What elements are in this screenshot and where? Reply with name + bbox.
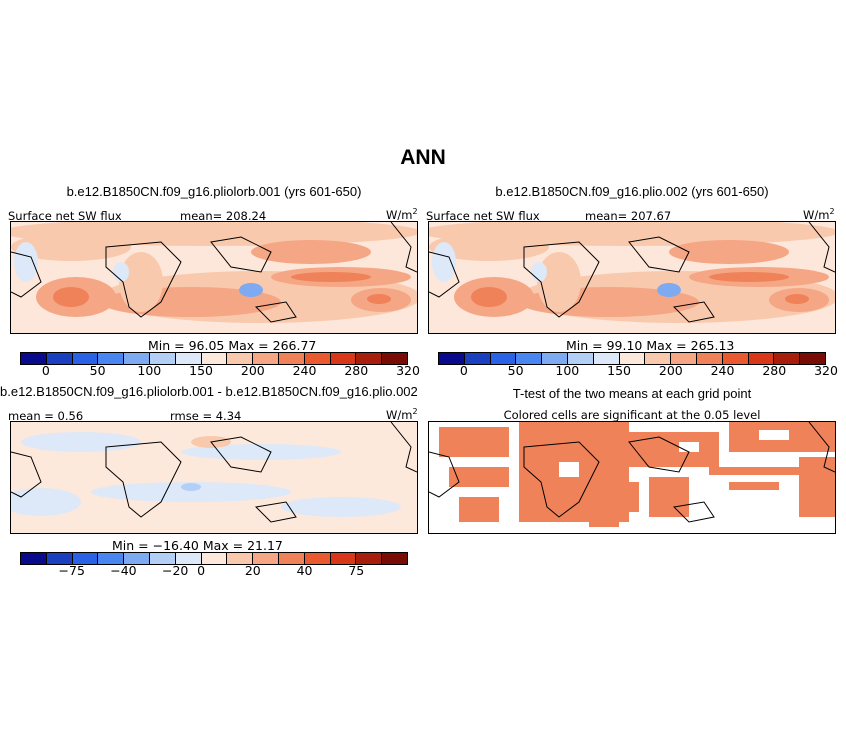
panel3-colorbar-box <box>356 553 383 564</box>
panel1-colorbar <box>20 352 408 365</box>
panel2-colorbar-box <box>516 353 543 364</box>
panel3-mean: mean = 0.56 <box>8 409 84 423</box>
panel3-colorbar-box <box>175 553 202 564</box>
panel3-colorbar-box <box>253 553 279 564</box>
panel1-colorbar-box <box>382 353 407 364</box>
panel3-map <box>10 421 418 534</box>
panel1-colorbar-tick-label: 200 <box>240 363 265 378</box>
panel2-colorbar-labels: 0 50 100 150 200 240 280 320 <box>438 363 838 379</box>
panel2-colorbar-tick-label: 0 <box>459 363 468 378</box>
panel3-colorbar-box <box>98 553 125 564</box>
panel3-colorbar <box>20 552 408 565</box>
panel2-colorbar-tick-label: 50 <box>507 363 524 378</box>
panel3-colorbar-box <box>278 553 305 564</box>
panel2-colorbar-box <box>490 353 517 364</box>
panel1-colorbar-box <box>278 353 305 364</box>
panel2-colorbar-box <box>800 353 825 364</box>
panel2-title: b.e12.B1850CN.f09_g16.plio.002 (yrs 601-… <box>495 184 769 199</box>
panel3-colorbar-box <box>201 553 228 564</box>
panel3-colorbar-box <box>46 553 73 564</box>
panel2-colorbar-box <box>774 353 801 364</box>
panel2-colorbar-box <box>645 353 672 364</box>
panel2-minmax: Min = 99.10 Max = 265.13 <box>566 338 735 353</box>
panel2-variable: Surface net SW flux <box>426 209 540 223</box>
panel1-units: W/m2 <box>386 207 418 222</box>
panel1-colorbar-box <box>330 353 357 364</box>
panel2-colorbar-tick-label: 100 <box>555 363 580 378</box>
panel1-colorbar-box <box>304 353 331 364</box>
panel2-colorbar-box <box>542 353 568 364</box>
panel2-colorbar-tick-label: 150 <box>607 363 631 378</box>
panel2-colorbar-box <box>748 353 775 364</box>
panel2-colorbar-tick-label: 240 <box>710 363 735 378</box>
panel4-title: T-test of the two means at each grid poi… <box>512 386 752 401</box>
panel2-colorbar-tick-label: 200 <box>658 363 683 378</box>
panel1-colorbar-box <box>201 353 228 364</box>
panel3-colorbar-box <box>382 553 407 564</box>
panel1-minmax: Min = 96.05 Max = 266.77 <box>148 338 317 353</box>
panel1-colorbar-tick-label: 0 <box>41 363 50 378</box>
panel3-colorbar-tick-label: −20 <box>161 563 189 578</box>
panel2-colorbar-box <box>567 353 594 364</box>
panel3-colorbar-tick-label: 75 <box>348 563 365 578</box>
panel2-units: W/m2 <box>803 207 835 222</box>
panel3-colorbar-tick-label: 40 <box>296 563 313 578</box>
panel1-colorbar-box <box>46 353 73 364</box>
panel1-colorbar-box <box>21 353 47 364</box>
panel2-colorbar-box <box>439 353 465 364</box>
panel1-colorbar-box <box>124 353 150 364</box>
panel4-subtitle: Colored cells are significant at the 0.0… <box>503 408 761 422</box>
panel1-colorbar-box <box>98 353 125 364</box>
panel1-colorbar-labels: 0 50 100 150 200 240 280 320 <box>20 363 420 379</box>
panel1-colorbar-tick-label: 320 <box>396 363 420 378</box>
panel3-rmse: rmse = 4.34 <box>170 409 242 423</box>
panel3-colorbar-tick-label: 20 <box>244 563 261 578</box>
panel3-colorbar-tick-label: −75 <box>58 563 85 578</box>
figure-title: ANN <box>400 146 446 169</box>
panel2-colorbar-box <box>619 353 646 364</box>
panel1-mean: mean= 208.24 <box>180 209 267 223</box>
panel3-colorbar-tick-label: −40 <box>110 563 137 578</box>
panel3-colorbar-box <box>21 553 47 564</box>
panel2-colorbar <box>438 352 826 365</box>
panel1-map <box>10 221 418 334</box>
panel1-variable: Surface net SW flux <box>8 209 122 223</box>
panel1-colorbar-box <box>227 353 254 364</box>
panel2-colorbar-tick-label: 280 <box>762 363 787 378</box>
panel1-colorbar-tick-label: 50 <box>89 363 106 378</box>
panel1-colorbar-box <box>72 353 99 364</box>
panel2-map <box>428 221 836 334</box>
panel1-colorbar-tick-label: 280 <box>344 363 369 378</box>
panel3-colorbar-box <box>124 553 150 564</box>
panel2-colorbar-box <box>696 353 723 364</box>
panel2-colorbar-tick-label: 320 <box>814 363 838 378</box>
panel1-colorbar-box <box>149 353 176 364</box>
panel1-title: b.e12.B1850CN.f09_g16.pliolorb.001 (yrs … <box>66 184 362 199</box>
panel1-colorbar-box <box>175 353 202 364</box>
panel3-colorbar-labels: −75 −40 −20 0 20 40 75 <box>20 563 408 579</box>
panel2-colorbar-box <box>722 353 749 364</box>
panel3-colorbar-box <box>72 553 99 564</box>
panel2-colorbar-box <box>464 353 491 364</box>
panel1-colorbar-box <box>356 353 383 364</box>
panel3-colorbar-tick-label: 0 <box>197 563 206 578</box>
panel1-colorbar-tick-label: 100 <box>137 363 162 378</box>
panel3-title: b.e12.B1850CN.f09_g16.pliolorb.001 - b.e… <box>0 384 418 399</box>
panel1-colorbar-box <box>253 353 279 364</box>
panel3-colorbar-box <box>149 553 176 564</box>
panel1-colorbar-tick-label: 150 <box>189 363 213 378</box>
panel2-mean: mean= 207.67 <box>585 209 672 223</box>
panel2-colorbar-box <box>593 353 620 364</box>
panel3-colorbar-box <box>304 553 331 564</box>
panel3-colorbar-box <box>227 553 254 564</box>
panel3-units: W/m2 <box>386 407 418 422</box>
panel3-minmax: Min = −16.40 Max = 21.17 <box>112 538 283 553</box>
panel4-map <box>428 421 836 534</box>
panel2-colorbar-box <box>671 353 697 364</box>
panel1-colorbar-tick-label: 240 <box>292 363 317 378</box>
panel3-colorbar-box <box>330 553 357 564</box>
